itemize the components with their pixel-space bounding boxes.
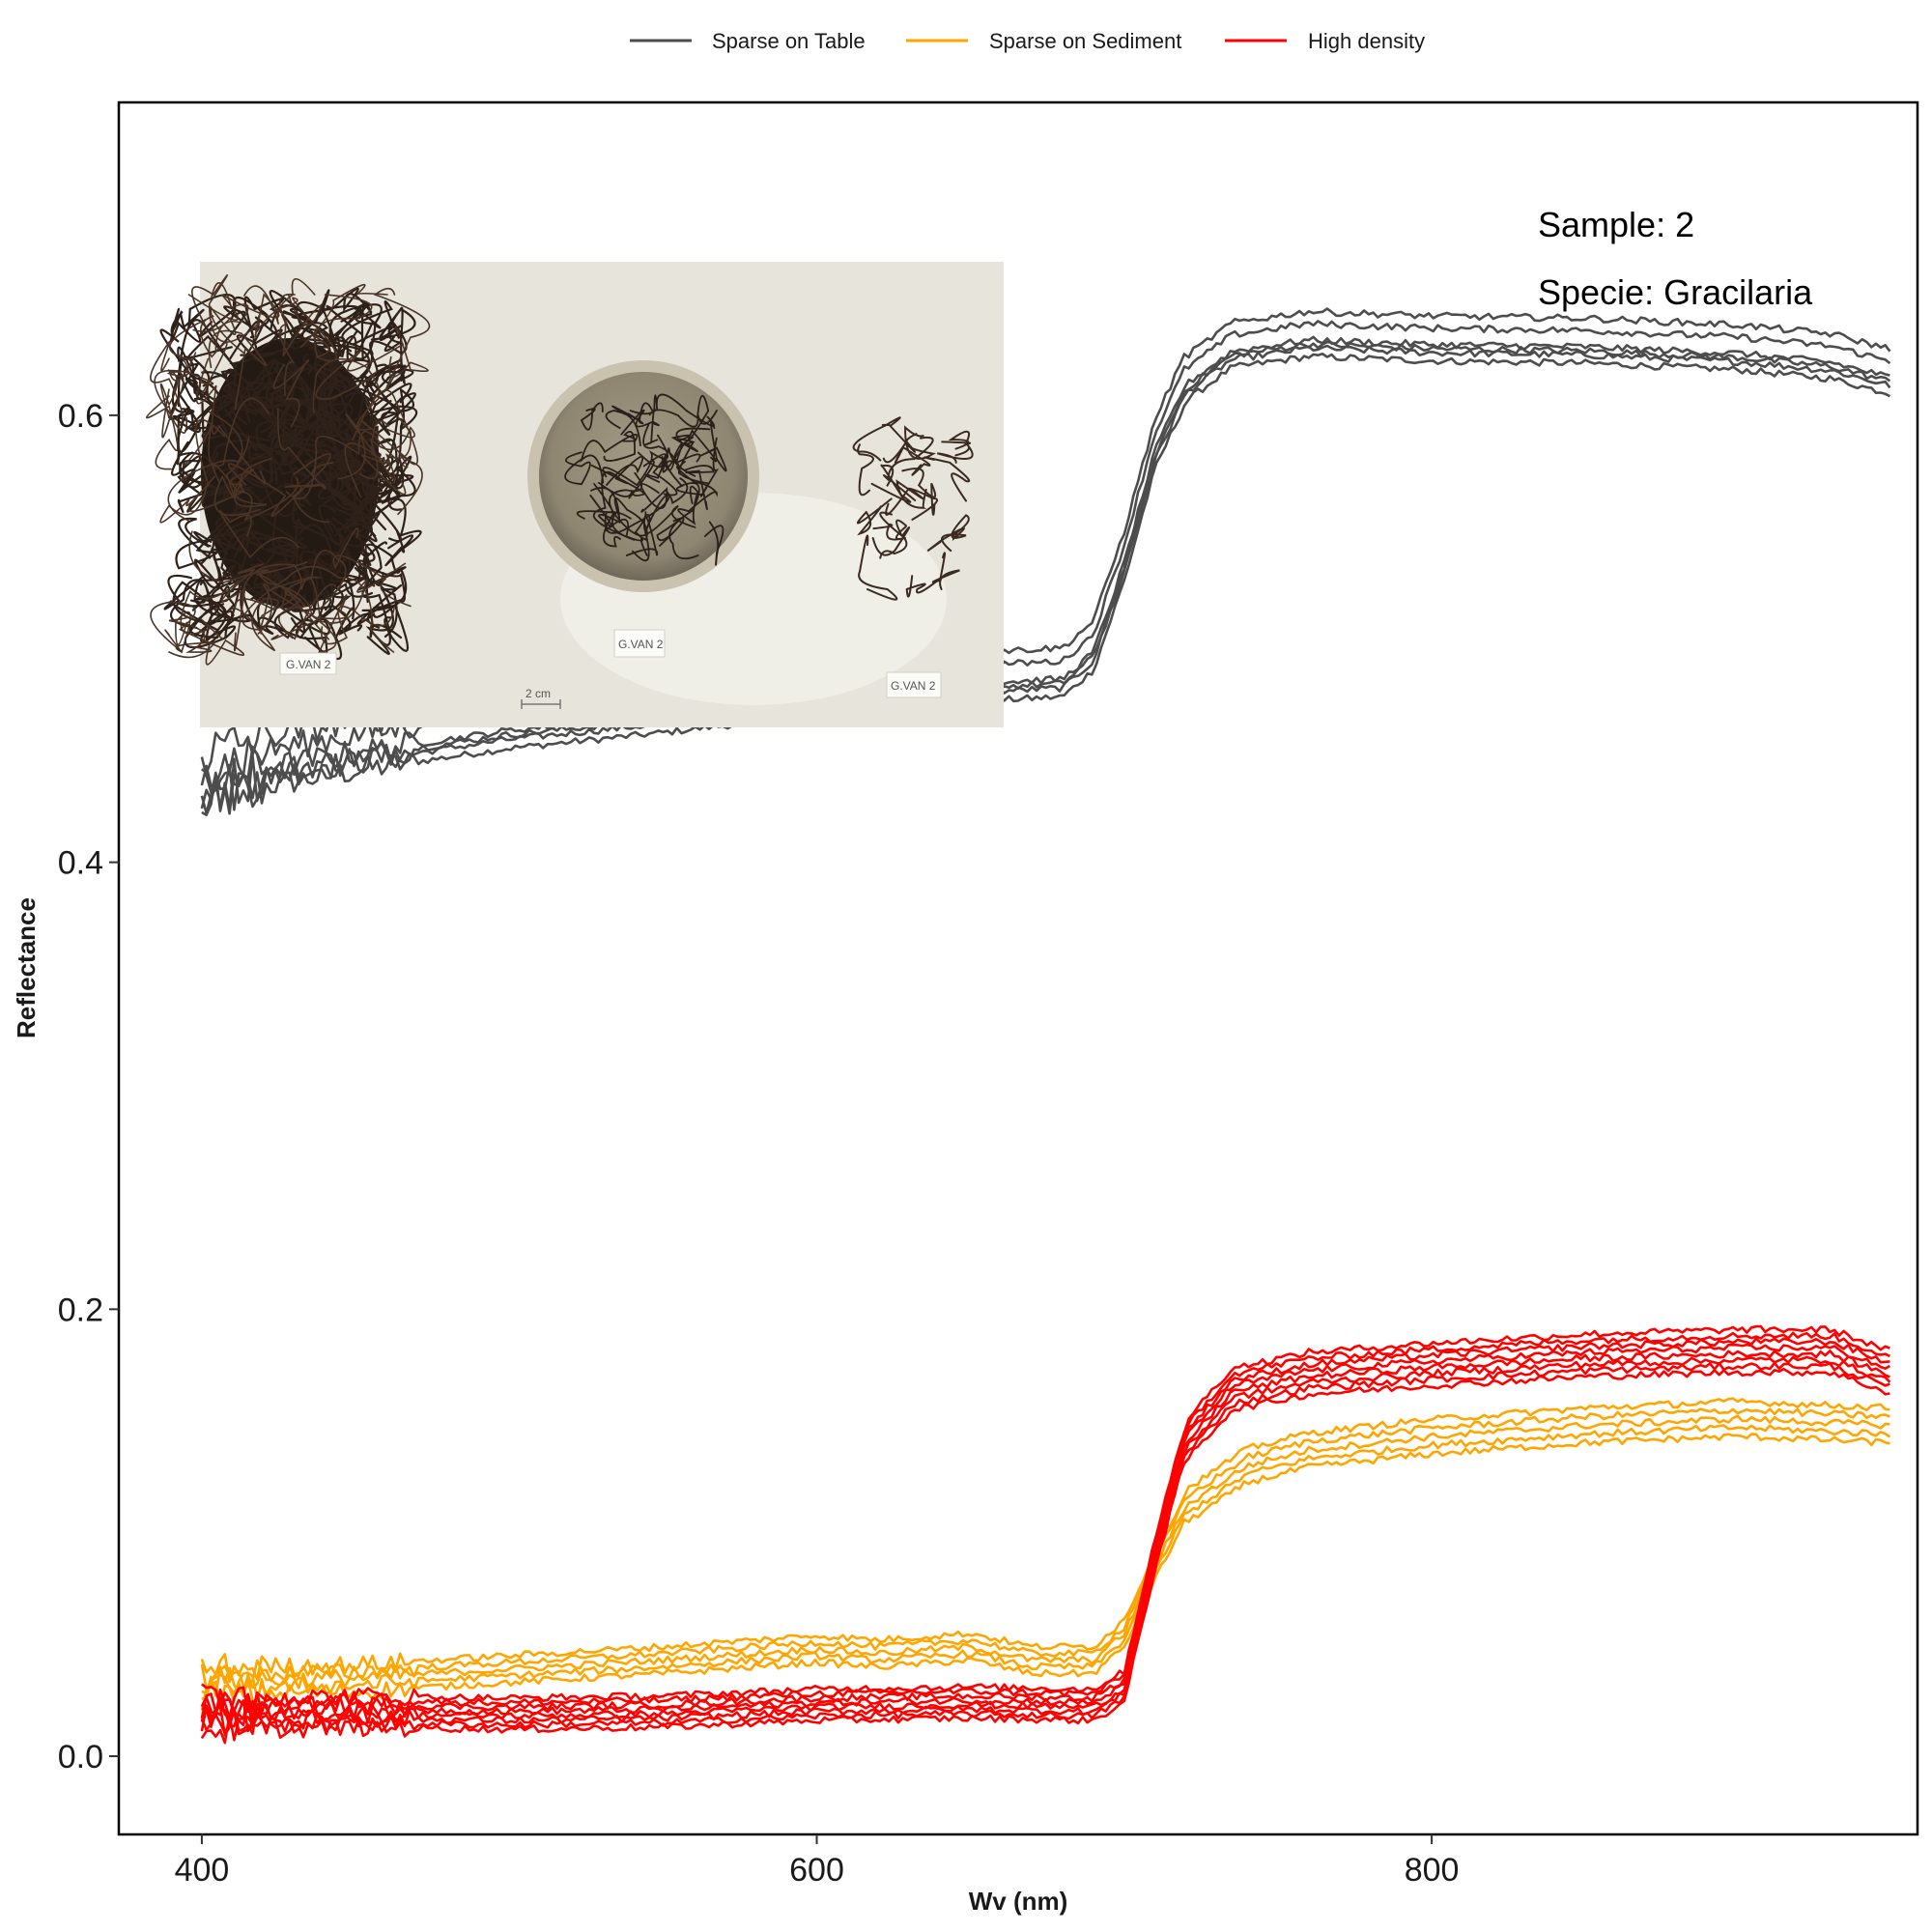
y-axis-title: Reflectance [12,897,41,1038]
legend-label-sparse-on-table: Sparse on Table [712,29,866,53]
sample-tag-3-label: G.VAN 2 [891,679,936,693]
y-tick-label-0.6: 0.6 [58,398,103,435]
sample-tag-2-label: G.VAN 2 [618,638,664,651]
x-axis-title: Wv (nm) [969,1887,1068,1916]
x-tick-label-800: 800 [1405,1852,1460,1889]
annotation-species: Specie: Gracilaria [1538,272,1813,312]
x-tick-label-400: 400 [175,1852,230,1889]
annotation-sample: Sample: 2 [1538,205,1694,244]
y-tick-label-0.0: 0.0 [58,1739,103,1776]
scale-bar-label: 2 cm [526,687,551,700]
x-tick-label-600: 600 [789,1852,844,1889]
y-tick-label-0.2: 0.2 [58,1292,103,1328]
legend: Sparse on Table Sparse on Sediment High … [630,29,1425,53]
inset-photo: G.VAN 2 G.VAN 2 G.VAN 2 2 cm [147,262,1004,727]
y-tick-label-0.4: 0.4 [58,845,103,882]
sample-tag-1-label: G.VAN 2 [286,658,331,671]
legend-label-high-density: High density [1308,29,1425,53]
legend-label-sparse-on-sediment: Sparse on Sediment [989,29,1181,53]
